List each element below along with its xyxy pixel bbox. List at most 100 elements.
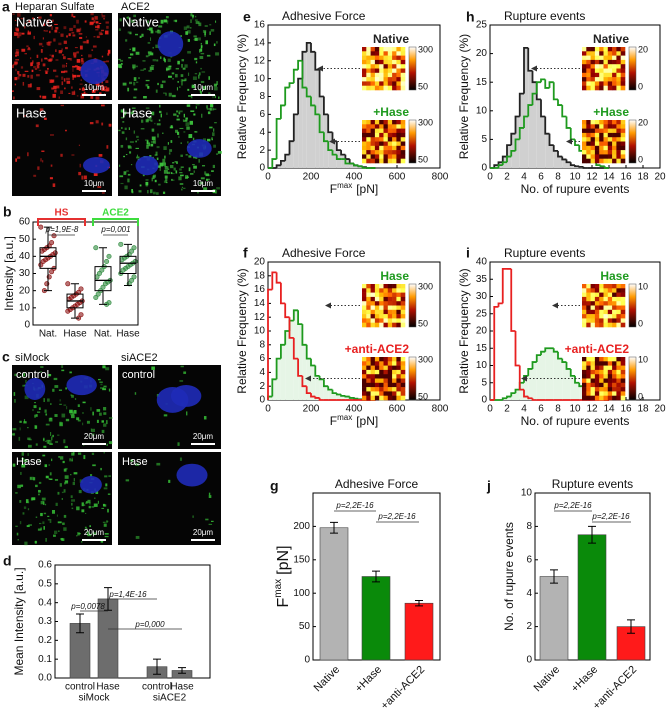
stain-speck <box>63 404 67 406</box>
stain-speck <box>82 401 86 404</box>
stain-speck <box>30 497 33 501</box>
x-tick-label: +Hase <box>353 664 384 695</box>
heatmap-cell <box>586 382 591 388</box>
nucleus <box>176 463 208 487</box>
heatmap-cell <box>620 55 626 61</box>
stain-speck <box>62 522 65 525</box>
stain-speck <box>60 153 63 157</box>
stain-speck <box>206 107 210 110</box>
heatmap-cell <box>590 59 596 65</box>
stain-speck <box>158 25 163 28</box>
stain-speck <box>78 171 82 176</box>
heatmap-cell <box>366 59 371 65</box>
heatmap-cell <box>362 124 367 129</box>
stain-speck <box>46 441 50 444</box>
heatmap-cell <box>620 395 626 401</box>
stain-speck <box>195 106 197 109</box>
y-tick-label: 20 <box>254 257 266 268</box>
stain-speck <box>129 81 133 85</box>
stain-speck <box>125 154 128 156</box>
stain-speck <box>127 145 131 148</box>
heatmap-cell <box>586 314 591 319</box>
heatmap-cell <box>586 305 591 311</box>
heatmap-cell <box>379 132 384 138</box>
heatmap-cell <box>612 55 617 61</box>
stain-speck <box>147 28 151 31</box>
stain-speck <box>166 22 169 24</box>
stain-speck <box>36 87 41 91</box>
stain-speck <box>71 499 76 502</box>
heatmap-cell <box>612 59 617 65</box>
stain-speck <box>51 19 54 22</box>
stain-speck <box>89 502 91 505</box>
stain-speck <box>212 94 214 99</box>
stain-speck <box>163 146 167 151</box>
stain-speck <box>19 500 22 503</box>
heatmap-cell <box>607 128 613 134</box>
heatmap-cell <box>396 365 401 371</box>
stain-speck <box>92 411 95 416</box>
heatmap-cell <box>607 387 613 392</box>
stain-speck <box>13 392 16 396</box>
heatmap-cell <box>387 72 393 78</box>
histogram-bar <box>306 42 311 168</box>
scale-bar-label: 10μm <box>193 83 214 92</box>
stain-speck <box>100 84 104 87</box>
stain-speck <box>164 166 169 170</box>
stain-speck <box>212 164 216 169</box>
stain-speck <box>66 80 71 84</box>
heatmap-cell <box>366 314 371 319</box>
heatmap-cell <box>400 288 406 293</box>
heatmap-cell <box>616 284 621 289</box>
stain-speck <box>179 380 184 382</box>
stain-speck <box>58 96 60 99</box>
heatmap-cell <box>599 120 604 125</box>
heatmap-cell <box>396 382 401 388</box>
histogram-step <box>340 150 346 156</box>
heatmap-cell <box>383 378 389 384</box>
histogram-step <box>301 60 307 89</box>
stain-speck <box>76 51 79 54</box>
heatmap-cell <box>400 64 406 69</box>
heatmap-cell <box>383 141 389 147</box>
stain-speck <box>44 503 47 506</box>
histogram-step <box>548 133 554 147</box>
heatmap-cell <box>607 77 613 82</box>
heatmap-cell <box>374 154 380 159</box>
heatmap-cell <box>582 55 587 61</box>
y-tick-label: 0.1 <box>38 654 52 665</box>
stain-speck <box>148 116 152 119</box>
stain-speck <box>177 60 180 65</box>
heatmap-cell <box>366 361 371 366</box>
histogram-step <box>292 113 299 142</box>
stain-speck <box>188 155 192 158</box>
histogram-bar <box>553 150 558 168</box>
stain-speck <box>145 139 149 141</box>
stain-speck <box>79 36 83 39</box>
heatmap-cell <box>400 374 406 379</box>
histogram-step <box>284 303 290 319</box>
heatmap-cell <box>374 387 380 392</box>
stain-speck <box>206 178 209 181</box>
stain-speck <box>120 144 124 148</box>
stain-speck <box>21 48 26 52</box>
stain-speck <box>28 19 31 23</box>
histogram-step <box>280 104 286 119</box>
colorbar-tick-label: 50 <box>418 318 428 328</box>
heatmap-cell <box>396 395 401 401</box>
histogram-bar <box>566 162 571 168</box>
stain-speck <box>200 45 203 49</box>
stain-speck <box>127 22 129 26</box>
chart-title: Rupture events <box>552 477 633 491</box>
stain-speck <box>99 381 103 383</box>
stain-speck <box>61 413 66 418</box>
histogram-step <box>557 351 563 360</box>
stain-speck <box>135 463 140 466</box>
stain-speck <box>44 117 47 120</box>
heatmap-cell <box>400 81 406 86</box>
axis-label: Relative Frequency (%) <box>457 34 471 159</box>
stain-speck <box>65 129 67 132</box>
group-label: siACE2 <box>153 693 187 704</box>
stain-speck <box>176 161 178 165</box>
heatmap-cell <box>383 369 389 375</box>
